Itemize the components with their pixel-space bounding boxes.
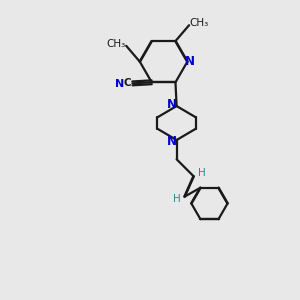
Text: N: N [167,135,177,148]
Text: CH₃: CH₃ [106,38,126,49]
Text: H: H [173,194,181,204]
Text: CH₃: CH₃ [190,18,209,28]
Text: N: N [116,79,124,89]
Text: H: H [198,168,206,178]
Text: N: N [167,98,177,111]
Text: N: N [185,55,195,68]
Text: C: C [124,78,131,88]
